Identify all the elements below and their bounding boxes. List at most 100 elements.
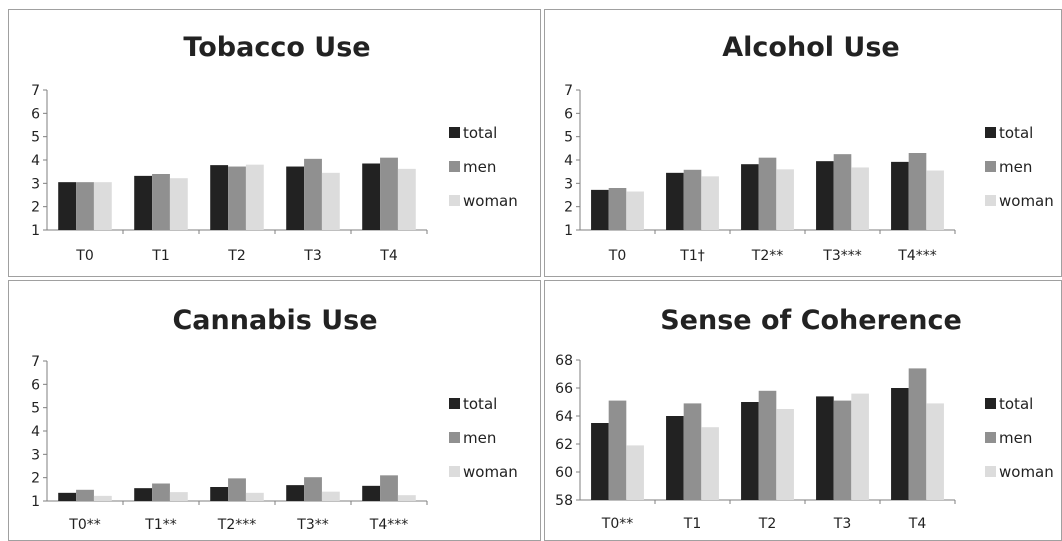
bar-total: [816, 396, 834, 500]
bar-men: [833, 154, 852, 230]
chart-title: Sense of Coherence: [660, 305, 962, 336]
y-tick-label: 4: [31, 424, 40, 440]
bar-total: [741, 402, 759, 500]
bar-total: [134, 488, 153, 501]
x-tick-label: T1**: [144, 517, 176, 533]
y-tick-label: 58: [555, 493, 573, 509]
bar-woman: [93, 495, 112, 501]
bar-total: [134, 175, 153, 230]
legend-swatch-total: [985, 127, 996, 138]
bar-total: [666, 172, 684, 230]
bar-total: [591, 189, 609, 230]
x-tick-label: T1†: [679, 248, 704, 264]
y-tick-label: 7: [31, 354, 40, 370]
y-tick-label: 2: [564, 200, 573, 216]
bar-men: [758, 390, 777, 500]
legend-swatch-total: [449, 127, 460, 138]
chart-title: Alcohol Use: [722, 32, 899, 63]
bar-total: [741, 164, 759, 230]
bar-woman: [851, 167, 869, 230]
bar-men: [683, 403, 702, 500]
legend-label-woman: woman: [463, 192, 518, 210]
chart-panel-tobacco-use: Tobacco Use 1 2 3 4 5 6 7 T0 T1 T2 T3 T4 total men wom…: [8, 9, 541, 277]
bar-men: [228, 166, 246, 230]
legend-swatch-men: [449, 161, 460, 172]
bar-woman: [169, 492, 188, 501]
y-tick-label: 3: [31, 447, 40, 463]
chart-svg: Cannabis Use 1 2 3 4 5 6 7 T0** T1** T2*** T3** T4*…: [31, 305, 518, 533]
bar-woman: [626, 191, 644, 230]
y-tick-label: 1: [564, 223, 573, 239]
y-tick-label: 62: [555, 437, 573, 453]
chart-title: Tobacco Use: [183, 32, 370, 63]
x-tick-label: T3**: [296, 517, 328, 533]
bar-total: [591, 423, 609, 500]
bar-total: [362, 163, 381, 230]
chart-panel-cannabis-use: Cannabis Use 1 2 3 4 5 6 7 T0** T1** T2*** T3** T4*…: [8, 280, 541, 541]
y-tick-label: 7: [31, 83, 40, 99]
bar-men: [76, 182, 94, 230]
x-tick-label: T0: [75, 248, 93, 264]
x-tick-label: T3***: [822, 248, 861, 264]
x-tick-label: T0**: [68, 517, 100, 533]
legend-swatch-woman: [449, 466, 460, 477]
x-tick-label: T3: [303, 248, 321, 264]
bar-woman: [245, 492, 264, 501]
y-tick-label: 4: [31, 153, 40, 169]
x-tick-label: T0: [608, 248, 626, 264]
y-tick-label: 1: [31, 223, 40, 239]
bar-woman: [926, 403, 944, 500]
legend-label-total: total: [463, 395, 497, 413]
bar-woman: [776, 409, 794, 500]
y-tick-label: 6: [564, 106, 573, 122]
bar-total: [210, 487, 229, 501]
bar-total: [58, 182, 77, 230]
bar-men: [304, 158, 322, 230]
bar-woman: [701, 427, 719, 500]
chart-panel-sense-of-coherence: Sense of Coherence 58 60 62 64 66 68 T0** T1 T2 T…: [544, 280, 1062, 541]
x-tick-label: T4: [379, 248, 398, 264]
bar-men: [380, 157, 398, 230]
bar-woman: [397, 495, 416, 501]
y-tick-label: 68: [555, 353, 573, 369]
legend-label-men: men: [463, 429, 496, 447]
y-tick-label: 2: [31, 471, 40, 487]
y-tick-label: 5: [31, 130, 40, 146]
bar-men: [380, 475, 398, 501]
bar-woman: [626, 445, 644, 500]
legend-swatch-woman: [985, 466, 996, 477]
x-tick-label: T2: [227, 248, 245, 264]
chart-svg: Sense of Coherence 58 60 62 64 66 68 T0** T1 T2 T…: [555, 305, 1054, 532]
bar-woman: [776, 169, 794, 230]
bar-woman: [321, 172, 340, 230]
bar-men: [758, 157, 777, 230]
bar-men: [908, 153, 927, 230]
y-tick-label: 1: [31, 494, 40, 510]
x-tick-label: T0**: [601, 516, 633, 532]
y-tick-label: 5: [564, 130, 573, 146]
y-tick-label: 60: [555, 465, 573, 481]
x-tick-label: T4***: [369, 517, 408, 533]
y-tick-label: 6: [31, 106, 40, 122]
bar-total: [891, 161, 909, 230]
chart-title: Cannabis Use: [172, 305, 377, 336]
bar-men: [76, 489, 94, 501]
bar-men: [608, 400, 627, 500]
y-tick-label: 6: [31, 377, 40, 393]
bar-woman: [397, 168, 416, 230]
legend-swatch-woman: [985, 195, 996, 206]
bar-total: [58, 492, 77, 501]
bar-men: [608, 188, 627, 230]
bar-total: [210, 165, 229, 230]
y-tick-label: 3: [31, 176, 40, 192]
legend-swatch-men: [449, 432, 460, 443]
bar-total: [286, 485, 305, 501]
bar-woman: [169, 178, 188, 230]
x-tick-label: T4***: [897, 248, 936, 264]
legend-swatch-men: [985, 161, 996, 172]
chart-panel-alcohol-use: Alcohol Use 1 2 3 4 5 6 7 T0 T1† T2** T3*** T4*** to…: [544, 9, 1062, 277]
bar-men: [152, 174, 170, 230]
bar-woman: [701, 176, 719, 230]
legend-label-men: men: [999, 158, 1032, 176]
legend-label-men: men: [999, 429, 1032, 447]
